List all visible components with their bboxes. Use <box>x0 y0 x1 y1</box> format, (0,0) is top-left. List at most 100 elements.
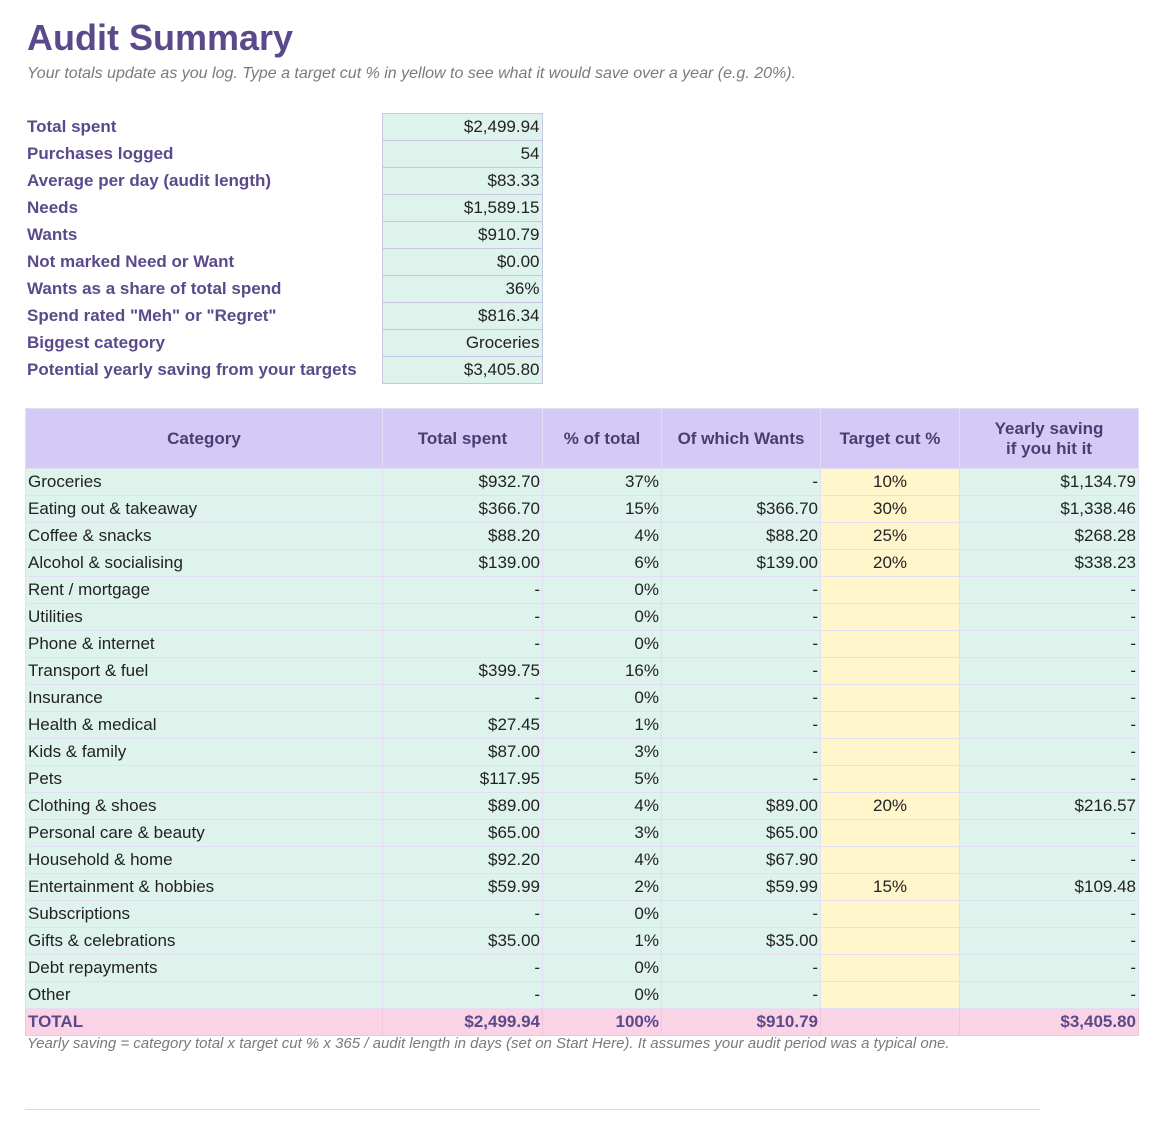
target-cut-input[interactable] <box>820 738 960 766</box>
wants-cell[interactable]: - <box>661 684 821 712</box>
wants-cell[interactable]: $89.00 <box>661 792 821 820</box>
summary-value-cell[interactable]: $0.00 <box>381 248 543 276</box>
total-spent-cell[interactable]: $117.95 <box>382 765 543 793</box>
pct-total-cell[interactable]: 0% <box>542 981 662 1009</box>
yearly-saving-cell[interactable]: $1,338.46 <box>959 495 1139 523</box>
total-spent-cell[interactable]: $88.20 <box>382 522 543 550</box>
summary-value-cell[interactable]: 36% <box>381 275 543 303</box>
yearly-saving-cell[interactable]: - <box>959 900 1139 928</box>
summary-value-cell[interactable]: Groceries <box>381 329 543 357</box>
total-spent-cell[interactable]: - <box>382 630 543 658</box>
yearly-saving-cell[interactable]: $216.57 <box>959 792 1139 820</box>
pct-total-cell[interactable]: 5% <box>542 765 662 793</box>
header-target-cut[interactable]: Target cut % <box>820 408 960 469</box>
yearly-saving-cell[interactable]: - <box>959 657 1139 685</box>
target-cut-input[interactable]: 30% <box>820 495 960 523</box>
total-spent-cell[interactable]: $65.00 <box>382 819 543 847</box>
category-name-cell[interactable]: Rent / mortgage <box>25 576 383 604</box>
total-wants-cell[interactable]: $910.79 <box>661 1008 821 1036</box>
summary-value-cell[interactable]: $83.33 <box>381 167 543 195</box>
category-name-cell[interactable]: Alcohol & socialising <box>25 549 383 577</box>
pct-total-cell[interactable]: 0% <box>542 630 662 658</box>
pct-total-cell[interactable]: 37% <box>542 468 662 496</box>
total-spent-cell[interactable]: $932.70 <box>382 468 543 496</box>
yearly-saving-cell[interactable]: - <box>959 819 1139 847</box>
wants-cell[interactable]: - <box>661 954 821 982</box>
target-cut-input[interactable] <box>820 657 960 685</box>
wants-cell[interactable]: - <box>661 711 821 739</box>
target-cut-input[interactable]: 10% <box>820 468 960 496</box>
total-spent-cell[interactable]: $399.75 <box>382 657 543 685</box>
wants-cell[interactable]: $139.00 <box>661 549 821 577</box>
target-cut-input[interactable] <box>820 576 960 604</box>
yearly-saving-cell[interactable]: - <box>959 603 1139 631</box>
wants-cell[interactable]: $59.99 <box>661 873 821 901</box>
yearly-saving-cell[interactable]: $338.23 <box>959 549 1139 577</box>
pct-total-cell[interactable]: 4% <box>542 846 662 874</box>
pct-total-cell[interactable]: 16% <box>542 657 662 685</box>
total-yearly-saving-cell[interactable]: $3,405.80 <box>959 1008 1139 1036</box>
total-spent-cell[interactable]: $35.00 <box>382 927 543 955</box>
total-spent-cell[interactable]: $139.00 <box>382 549 543 577</box>
total-spent-cell[interactable]: - <box>382 900 543 928</box>
pct-total-cell[interactable]: 15% <box>542 495 662 523</box>
total-target-cut-input[interactable] <box>820 1008 960 1036</box>
yearly-saving-cell[interactable]: $109.48 <box>959 873 1139 901</box>
pct-total-cell[interactable]: 4% <box>542 522 662 550</box>
category-name-cell[interactable]: Debt repayments <box>25 954 383 982</box>
wants-cell[interactable]: - <box>661 576 821 604</box>
category-name-cell[interactable]: Gifts & celebrations <box>25 927 383 955</box>
header-wants[interactable]: Of which Wants <box>661 408 821 469</box>
target-cut-input[interactable] <box>820 630 960 658</box>
category-name-cell[interactable]: Utilities <box>25 603 383 631</box>
total-spent-cell[interactable]: $59.99 <box>382 873 543 901</box>
category-name-cell[interactable]: Clothing & shoes <box>25 792 383 820</box>
pct-total-cell[interactable]: 1% <box>542 927 662 955</box>
category-name-cell[interactable]: Insurance <box>25 684 383 712</box>
pct-total-cell[interactable]: 0% <box>542 900 662 928</box>
category-name-cell[interactable]: Subscriptions <box>25 900 383 928</box>
pct-total-cell[interactable]: 3% <box>542 738 662 766</box>
target-cut-input[interactable] <box>820 927 960 955</box>
total-total-spent-cell[interactable]: $2,499.94 <box>382 1008 543 1036</box>
target-cut-input[interactable] <box>820 981 960 1009</box>
wants-cell[interactable]: $366.70 <box>661 495 821 523</box>
target-cut-input[interactable] <box>820 711 960 739</box>
target-cut-input[interactable] <box>820 954 960 982</box>
pct-total-cell[interactable]: 6% <box>542 549 662 577</box>
total-spent-cell[interactable]: - <box>382 684 543 712</box>
yearly-saving-cell[interactable]: - <box>959 765 1139 793</box>
category-name-cell[interactable]: Personal care & beauty <box>25 819 383 847</box>
target-cut-input[interactable] <box>820 765 960 793</box>
yearly-saving-cell[interactable]: - <box>959 846 1139 874</box>
category-name-cell[interactable]: Household & home <box>25 846 383 874</box>
total-spent-cell[interactable]: - <box>382 603 543 631</box>
wants-cell[interactable]: $88.20 <box>661 522 821 550</box>
total-spent-cell[interactable]: $92.20 <box>382 846 543 874</box>
header-yearly-saving[interactable]: Yearly saving if you hit it <box>959 408 1139 469</box>
target-cut-input[interactable] <box>820 603 960 631</box>
target-cut-input[interactable] <box>820 684 960 712</box>
summary-value-cell[interactable]: 54 <box>381 140 543 168</box>
total-spent-cell[interactable]: - <box>382 981 543 1009</box>
category-name-cell[interactable]: Pets <box>25 765 383 793</box>
total-spent-cell[interactable]: $89.00 <box>382 792 543 820</box>
wants-cell[interactable]: - <box>661 657 821 685</box>
category-name-cell[interactable]: Transport & fuel <box>25 657 383 685</box>
yearly-saving-cell[interactable]: - <box>959 927 1139 955</box>
total-spent-cell[interactable]: $27.45 <box>382 711 543 739</box>
summary-value-cell[interactable]: $3,405.80 <box>381 356 543 384</box>
yearly-saving-cell[interactable]: - <box>959 576 1139 604</box>
wants-cell[interactable]: - <box>661 738 821 766</box>
category-name-cell[interactable]: Coffee & snacks <box>25 522 383 550</box>
wants-cell[interactable]: $35.00 <box>661 927 821 955</box>
category-name-cell[interactable]: Health & medical <box>25 711 383 739</box>
yearly-saving-cell[interactable]: - <box>959 954 1139 982</box>
yearly-saving-cell[interactable]: $268.28 <box>959 522 1139 550</box>
pct-total-cell[interactable]: 0% <box>542 954 662 982</box>
wants-cell[interactable]: - <box>661 900 821 928</box>
summary-value-cell[interactable]: $2,499.94 <box>381 113 543 141</box>
total-spent-cell[interactable]: $366.70 <box>382 495 543 523</box>
summary-value-cell[interactable]: $910.79 <box>381 221 543 249</box>
category-name-cell[interactable]: Phone & internet <box>25 630 383 658</box>
